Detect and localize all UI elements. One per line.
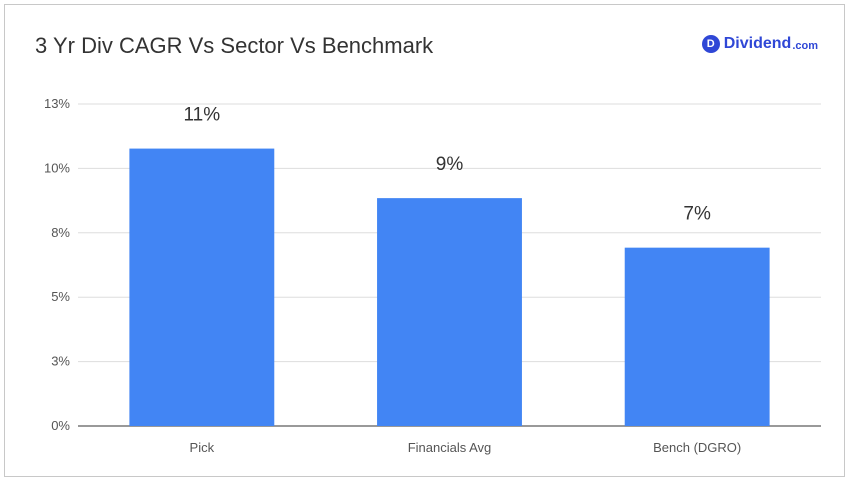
y-tick-label: 8% <box>51 225 70 240</box>
dividend-logo: D Dividend .com <box>701 33 818 55</box>
y-tick-label: 3% <box>51 354 70 369</box>
x-category-label: Pick <box>190 440 215 455</box>
data-label: 7% <box>683 204 711 225</box>
x-category-label: Financials Avg <box>408 440 492 455</box>
bar <box>129 148 275 427</box>
y-tick-label: 13% <box>44 96 70 111</box>
chart-title: 3 Yr Div CAGR Vs Sector Vs Benchmark <box>35 33 434 58</box>
logo-wordmark: Dividend <box>723 35 792 52</box>
y-tick-label: 10% <box>44 160 70 175</box>
dividend-logo-icon: D <box>701 35 720 53</box>
data-label: 11% <box>184 105 221 126</box>
y-tick-label: 5% <box>51 289 70 304</box>
x-category-label: Bench (DGRO) <box>653 440 741 455</box>
data-label: 9% <box>436 154 464 175</box>
y-tick-label: 0% <box>51 418 70 433</box>
logo-tld: .com <box>792 39 818 52</box>
bar <box>377 198 522 426</box>
bar <box>624 247 770 426</box>
